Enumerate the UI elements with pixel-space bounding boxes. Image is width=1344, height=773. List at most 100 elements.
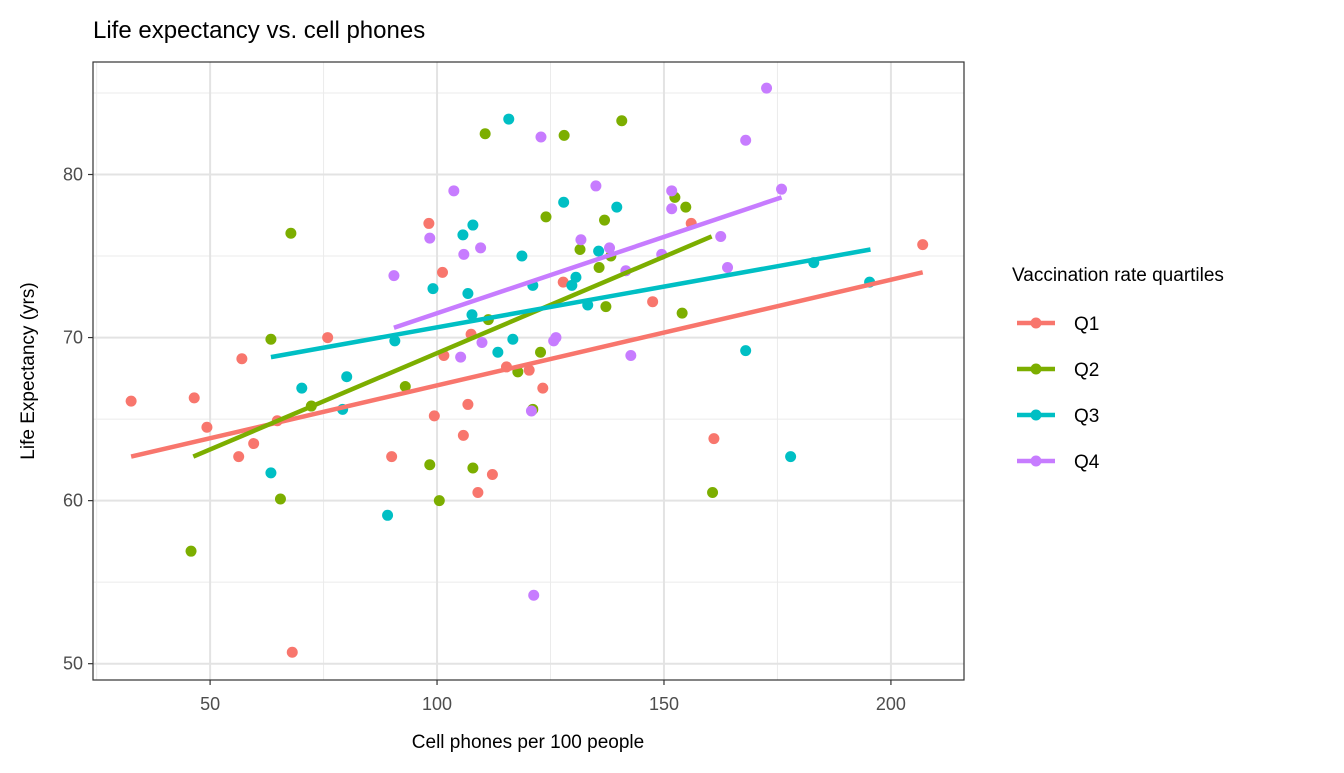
- data-point-q2: [274, 493, 286, 505]
- x-tick-label: 100: [422, 694, 452, 714]
- data-point-q1: [286, 646, 298, 658]
- data-point-q1: [523, 364, 535, 376]
- data-point-q4: [388, 270, 400, 282]
- data-point-q4: [448, 185, 460, 197]
- data-point-q4: [575, 234, 587, 246]
- chart-title: Life expectancy vs. cell phones: [93, 17, 425, 44]
- data-point-q3: [427, 283, 439, 295]
- data-point-q4: [528, 589, 540, 601]
- data-point-q3: [740, 345, 752, 357]
- legend-key-point-q3: [1030, 409, 1042, 421]
- data-point-q3: [382, 509, 394, 521]
- data-point-q3: [341, 371, 353, 383]
- data-point-q1: [125, 395, 137, 407]
- data-point-q4: [475, 242, 487, 254]
- y-tick-label: 50: [63, 654, 83, 674]
- data-point-q1: [537, 382, 549, 394]
- data-point-q1: [647, 296, 659, 308]
- data-point-q1: [248, 438, 260, 450]
- data-point-q3: [503, 113, 515, 125]
- data-point-q2: [265, 333, 277, 345]
- data-point-q2: [285, 227, 297, 239]
- data-point-q3: [296, 382, 308, 394]
- x-tick-label: 150: [649, 694, 679, 714]
- data-point-q4: [740, 134, 752, 146]
- data-point-q2: [599, 214, 611, 226]
- data-point-q4: [476, 336, 488, 348]
- data-point-q2: [540, 211, 552, 223]
- data-point-q4: [550, 332, 562, 344]
- data-point-q1: [917, 239, 929, 251]
- data-point-q4: [715, 230, 727, 242]
- trend-line-q1: [130, 270, 924, 459]
- data-point-q4: [424, 232, 436, 244]
- x-tick-label: 50: [200, 694, 220, 714]
- data-point-q3: [570, 271, 582, 283]
- data-point-q4: [458, 248, 470, 260]
- legend-label-q3: Q3: [1074, 406, 1099, 427]
- trend-line-q3: [270, 247, 871, 360]
- data-point-q2: [558, 129, 570, 141]
- data-point-q4: [722, 261, 734, 273]
- data-point-q1: [462, 398, 474, 410]
- data-point-q1: [423, 217, 435, 229]
- y-tick-label: 60: [63, 491, 83, 511]
- data-point-q2: [707, 486, 719, 498]
- series-q4: [388, 82, 788, 601]
- data-point-q3: [467, 219, 479, 231]
- y-axis: 50 60 70 80: [63, 165, 93, 674]
- data-point-q4: [666, 185, 678, 197]
- data-point-q4: [776, 183, 788, 195]
- data-point-q2: [676, 307, 688, 319]
- data-point-q3: [558, 196, 570, 208]
- data-point-q4: [761, 82, 773, 94]
- data-point-q1: [472, 486, 484, 498]
- legend-title: Vaccination rate quartiles: [1012, 265, 1224, 286]
- data-point-q2: [433, 495, 445, 507]
- data-point-q3: [593, 245, 605, 257]
- series-q1: [125, 217, 929, 658]
- data-point-q2: [535, 346, 547, 358]
- data-point-q1: [486, 469, 498, 481]
- data-point-q2: [593, 261, 605, 273]
- data-point-q3: [566, 279, 578, 291]
- data-point-q4: [535, 131, 547, 143]
- legend-label-q2: Q2: [1074, 360, 1099, 381]
- x-axis: 50 100 150 200: [200, 680, 906, 714]
- data-point-q3: [389, 335, 401, 347]
- trend-line-q4: [393, 195, 783, 330]
- data-point-q1: [436, 266, 448, 278]
- data-point-q2: [467, 462, 479, 474]
- data-point-q1: [236, 353, 248, 365]
- data-point-q1: [386, 451, 398, 463]
- data-point-q2: [479, 128, 491, 140]
- data-point-q2: [185, 545, 197, 557]
- legend-key-point-q1: [1030, 317, 1042, 329]
- data-point-q4: [590, 180, 602, 192]
- data-point-q4: [525, 405, 537, 417]
- data-point-q4: [625, 350, 637, 362]
- panel-border: [92, 61, 965, 681]
- data-point-q1: [428, 410, 440, 422]
- data-point-q1: [322, 332, 334, 344]
- data-point-q3: [466, 309, 478, 321]
- legend-key-point-q2: [1030, 363, 1042, 375]
- legend: Vaccination rate quartiles Q1 Q2 Q3 Q4: [1012, 265, 1224, 473]
- data-point-q3: [785, 451, 797, 463]
- data-point-q1: [557, 276, 569, 288]
- data-point-q4: [604, 242, 616, 254]
- data-point-q2: [399, 380, 411, 392]
- data-point-q3: [516, 250, 528, 262]
- data-point-q1: [708, 433, 720, 445]
- data-point-q1: [188, 392, 200, 404]
- trend-line-q2: [192, 234, 713, 459]
- series-q2: [185, 115, 719, 557]
- data-point-q3: [265, 467, 277, 479]
- data-point-q3: [462, 288, 474, 300]
- data-point-q4: [666, 203, 678, 215]
- data-point-q2: [424, 459, 436, 471]
- data-marks: [125, 82, 929, 658]
- x-axis-label: Cell phones per 100 people: [412, 732, 644, 753]
- data-point-q3: [457, 229, 469, 241]
